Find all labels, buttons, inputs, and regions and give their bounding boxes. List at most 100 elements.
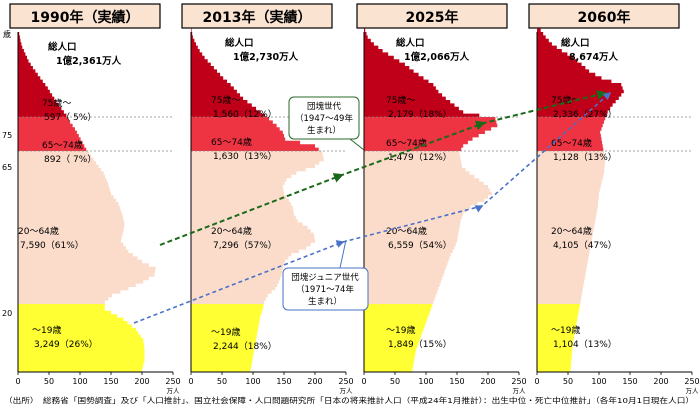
junior-callout-text: 生まれ） xyxy=(308,296,342,307)
boomer-callout-text: 団塊世代 xyxy=(307,101,342,112)
x-tick-label: 250 xyxy=(511,377,526,386)
panel-title-box xyxy=(9,3,161,29)
junior-callout-text: （1971～74年 xyxy=(296,284,354,295)
segment-label: 20～64歳 xyxy=(551,225,592,237)
x-tick-label: 0 xyxy=(361,377,366,386)
segment-label: ～19歳 xyxy=(32,324,61,336)
panel-title: 2060年 xyxy=(578,9,631,26)
segment-label: 20～64歳 xyxy=(18,225,59,237)
x-tick-label: 50 xyxy=(44,377,54,386)
panel-title: 2025年 xyxy=(406,9,459,26)
segment-label: 75歳～ xyxy=(386,94,415,106)
total-population-value: 8,674万人 xyxy=(569,51,619,63)
boomer-callout-pointer xyxy=(349,138,365,151)
source-note: （出所） 総務省「国勢調査」及び「人口推計」、国立社会保障・人口問題研究所「日本… xyxy=(4,396,694,405)
x-axis-unit: 万人 xyxy=(513,387,527,395)
age-65-74-band xyxy=(18,117,87,151)
x-tick-label: 100 xyxy=(72,377,87,386)
boomer-callout-box xyxy=(288,96,360,140)
x-tick-label: 150 xyxy=(449,377,464,386)
segment-value: 3,249（26%） xyxy=(34,339,98,350)
x-tick-label: 150 xyxy=(622,377,637,386)
segment-value: 1,560（12%） xyxy=(213,109,277,120)
segment-label: 75歳～ xyxy=(211,94,240,106)
segment-label: 65～74歳 xyxy=(42,139,83,151)
age-20-64-band xyxy=(18,151,156,304)
x-tick-label: 250 xyxy=(338,377,353,386)
segment-label: 75歳～ xyxy=(42,97,71,109)
age-0-19-band xyxy=(18,304,145,372)
panel-title-box xyxy=(528,3,680,29)
x-tick-label: 150 xyxy=(276,377,291,386)
total-population-label: 総人口 xyxy=(225,37,254,49)
x-tick-label: 100 xyxy=(418,377,433,386)
total-population-label: 総人口 xyxy=(48,41,77,53)
junior-callout-box xyxy=(282,267,369,311)
age-tick-75: 75 xyxy=(2,131,12,140)
age-65-74-band xyxy=(191,117,319,151)
segment-value: 1,479（12%） xyxy=(388,152,452,163)
x-tick-label: 50 xyxy=(563,377,573,386)
panel-title: 1990年（実績） xyxy=(31,9,140,26)
total-population-label: 総人口 xyxy=(561,37,590,49)
x-tick-label: 200 xyxy=(134,377,149,386)
segment-value: 597（ 5%） xyxy=(44,112,96,123)
x-tick-label: 150 xyxy=(103,377,118,386)
x-tick-label: 200 xyxy=(307,377,322,386)
x-tick-label: 200 xyxy=(480,377,495,386)
panel-title: 2013年（実績） xyxy=(203,9,312,26)
age-65-74-band xyxy=(364,117,498,151)
segment-label: 20～64歳 xyxy=(211,225,252,237)
segment-value: 4,105（47%） xyxy=(553,240,617,251)
segment-value: 2,244（18%） xyxy=(213,341,277,352)
segment-label: ～19歳 xyxy=(551,324,580,336)
segment-label: 65～74歳 xyxy=(386,137,427,149)
age-0-19-band xyxy=(537,304,580,372)
age-tick-20: 20 xyxy=(2,309,12,318)
segment-label: 65～74歳 xyxy=(211,136,252,148)
x-tick-label: 200 xyxy=(653,377,668,386)
x-tick-label: 50 xyxy=(390,377,400,386)
total-population-label: 総人口 xyxy=(396,37,425,49)
age-20-64-band xyxy=(191,151,324,304)
age-20-64-band xyxy=(364,151,492,304)
x-tick-label: 250 xyxy=(165,377,180,386)
x-tick-label: 0 xyxy=(534,377,539,386)
junior-callout-pointer xyxy=(339,239,347,269)
x-tick-label: 0 xyxy=(188,377,193,386)
x-tick-label: 100 xyxy=(245,377,260,386)
junior-cohort-arrow xyxy=(133,91,612,324)
x-tick-label: 50 xyxy=(217,377,227,386)
junior-callout-text: 団塊ジュニア世代 xyxy=(291,272,359,283)
segment-label: ～19歳 xyxy=(211,326,240,338)
boomer-callout-text: 生まれ） xyxy=(307,125,341,136)
panel-title-box xyxy=(356,3,508,29)
segment-label: ～19歳 xyxy=(386,324,415,336)
x-axis-unit: 万人 xyxy=(340,387,354,395)
segment-label: 20～64歳 xyxy=(386,225,427,237)
total-population-value: 1億2,066万人 xyxy=(404,51,470,63)
age-75-plus-band xyxy=(18,28,67,118)
segment-value: 6,559（54%） xyxy=(388,240,452,251)
segment-value: 2,179（18%） xyxy=(388,109,452,120)
segment-value: 1,630（13%） xyxy=(213,151,277,162)
age-axis-unit: 歳 xyxy=(3,29,11,39)
age-0-19-band xyxy=(191,304,264,372)
segment-value: 1,104（13%） xyxy=(553,339,617,350)
x-tick-label: 250 xyxy=(684,377,699,386)
total-population-value: 1億2,361万人 xyxy=(56,55,122,67)
panel-title-box xyxy=(181,3,333,29)
x-tick-label: 0 xyxy=(15,377,20,386)
age-0-19-band xyxy=(364,304,433,372)
x-tick-label: 100 xyxy=(591,377,606,386)
age-tick-65: 65 xyxy=(2,163,12,172)
segment-label: 65～74歳 xyxy=(551,137,592,149)
segment-value: 7,590（61%） xyxy=(20,240,84,251)
segment-value: 1,128（13%） xyxy=(553,152,617,163)
age-75-plus-band xyxy=(191,28,265,118)
